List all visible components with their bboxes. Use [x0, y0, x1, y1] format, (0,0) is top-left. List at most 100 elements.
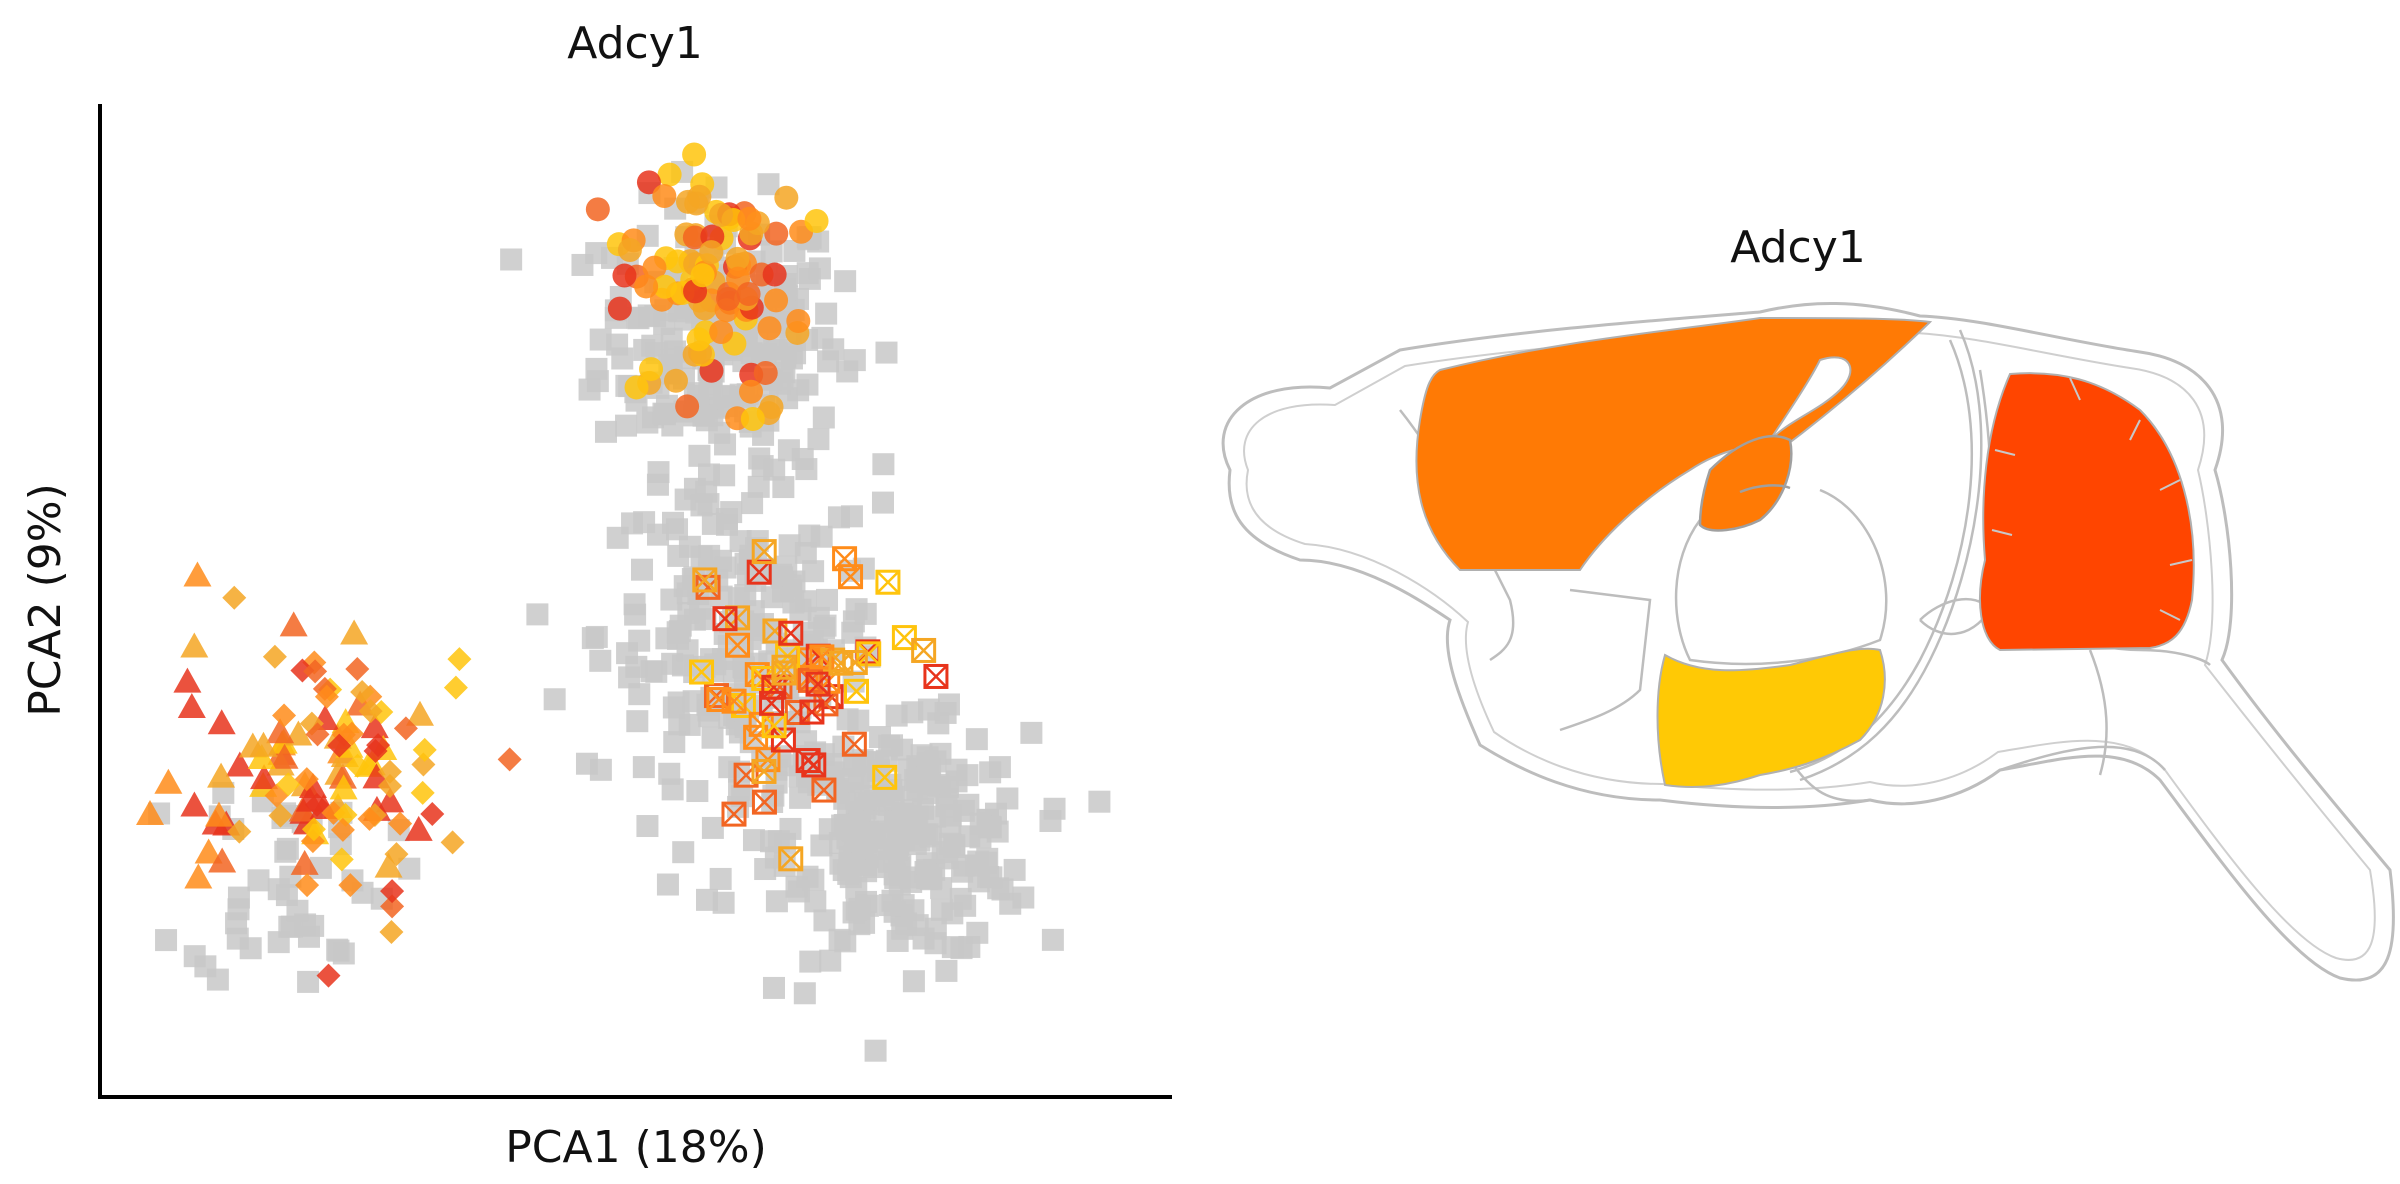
scatter-point-square	[935, 959, 958, 982]
scatter-point-square	[904, 769, 927, 792]
scatter-point-square	[811, 326, 834, 349]
scatter-point-boxed-x	[751, 758, 777, 784]
cerebellum-folia	[1991, 377, 2193, 621]
scatter-point-square	[808, 257, 831, 280]
scatter-point-square	[979, 761, 1002, 784]
scatter-point-triangle	[298, 772, 327, 798]
scatter-point-triangle	[340, 619, 369, 645]
scatter-point-circle	[740, 406, 765, 431]
scatter-point-square	[658, 762, 681, 785]
scatter-point-square	[618, 666, 641, 689]
scatter-point-square	[810, 834, 833, 857]
scatter-point-triangle	[376, 787, 405, 813]
scatter-point-square	[698, 377, 721, 400]
scatter-point-circle	[699, 240, 724, 265]
scatter-point-boxed-x	[828, 650, 854, 676]
scatter-point-circle	[739, 379, 764, 404]
scatter-point-square	[913, 823, 936, 846]
scatter-point-square	[799, 950, 822, 973]
scatter-point-triangle	[270, 743, 299, 769]
scatter-point-square	[831, 814, 854, 837]
scatter-point-square	[276, 837, 299, 860]
scatter-point-triangle	[136, 800, 164, 826]
scatter-point-square	[227, 898, 250, 921]
scatter-point-square	[704, 653, 727, 676]
scatter-point-circle	[709, 202, 734, 227]
scatter-point-circle	[652, 274, 677, 299]
scatter-point-boxed-x	[856, 641, 882, 667]
hippocampus-white-cut	[1769, 356, 1852, 441]
striatum-boundary	[1559, 588, 1652, 732]
scatter-point-square	[742, 829, 765, 852]
scatter-point-square	[930, 898, 953, 921]
scatter-point-square	[712, 891, 735, 914]
scatter-point-square	[183, 945, 206, 968]
scatter-point-square	[728, 778, 751, 801]
scatter-point-diamond	[227, 819, 252, 844]
scatter-point-circle	[690, 263, 715, 288]
scatter-point-diamond	[314, 684, 339, 709]
scatter-point-square	[694, 608, 717, 631]
scatter-point-square	[636, 815, 659, 838]
scatter-point-square	[885, 704, 908, 727]
scatter-point-circle	[759, 394, 784, 419]
scatter-point-circle	[786, 308, 811, 333]
scatter-point-square	[882, 785, 905, 808]
scatter-point-square	[819, 949, 842, 972]
scatter-point-square	[774, 345, 797, 368]
scatter-point-square	[672, 841, 695, 864]
scatter-point-circle	[764, 221, 789, 246]
scatter-point-square	[789, 598, 812, 621]
hippocampus-inner-line	[1739, 484, 1791, 494]
scatter-point-square	[581, 627, 604, 650]
scatter-point-square	[817, 350, 840, 373]
scatter-point-square	[606, 526, 629, 549]
scatter-point-circle	[607, 296, 632, 321]
scatter-point-triangle	[184, 863, 213, 889]
scatter-point-boxed-x	[872, 764, 898, 790]
scatter-point-square	[772, 476, 795, 499]
hypothalamus-boundary	[1788, 759, 1871, 803]
scatter-point-circle	[736, 282, 761, 307]
scatter-point-square	[872, 453, 895, 476]
scatter-point-boxed-x	[751, 789, 777, 815]
scatter-point-square	[1020, 721, 1043, 744]
scatter-point-square	[1088, 790, 1111, 813]
scatter-point-square	[1039, 809, 1062, 832]
scatter-point-square	[834, 270, 857, 293]
scatter-point-circle	[757, 316, 782, 341]
scatter-point-triangle	[204, 801, 233, 827]
scatter-point-diamond	[303, 659, 328, 684]
scatter-point-square	[875, 341, 898, 364]
scatter-point-boxed-x	[721, 688, 747, 714]
scatter-point-square	[810, 525, 833, 548]
scatter-point-diamond	[305, 722, 330, 747]
scatter-point-circle	[642, 255, 667, 280]
scatter-point-square	[667, 544, 690, 567]
scatter-point-square	[632, 756, 655, 779]
scatter-point-square	[854, 602, 877, 625]
scatter-point-boxed-x	[832, 546, 858, 572]
folia-line	[2069, 377, 2081, 401]
scatter-point-boxed-x	[805, 671, 831, 697]
hypothalamus-region	[1656, 647, 1886, 788]
folia-line	[2159, 479, 2181, 491]
scatter-point-square	[996, 787, 1019, 810]
midbrain-boundary	[1799, 329, 1983, 782]
scatter-point-diamond	[338, 873, 363, 898]
folia-line	[1994, 449, 2016, 456]
scatter-point-square	[683, 661, 706, 684]
scatter-point-boxed-x	[771, 660, 797, 686]
scatter-point-square	[662, 511, 685, 534]
scatter-point-square	[886, 929, 909, 952]
scatter-point-diamond	[327, 733, 352, 758]
scatter-point-square	[623, 593, 646, 616]
scatter-point-diamond	[301, 817, 326, 842]
scatter-point-boxed-x	[751, 539, 777, 565]
scatter-point-square	[1003, 858, 1026, 881]
scatter-point-diamond	[366, 733, 391, 758]
scatter-point-square	[813, 909, 836, 932]
folia-line	[2169, 559, 2193, 566]
scatter-point-boxed-x	[759, 690, 785, 716]
scatter-point-square	[827, 506, 850, 529]
